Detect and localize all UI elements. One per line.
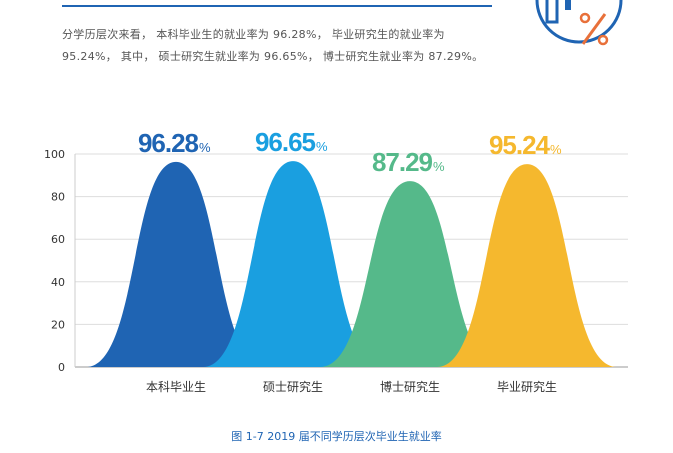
data-label-unit: % [550,142,562,157]
data-label: 96.28 [138,128,199,158]
intro-text: 分学历层次来看， 本科毕业生的就业率为 96.28%， 毕业研究生的就业率为 9… [62,24,502,68]
bell-mark-1 [86,161,266,367]
y-tick-label: 40 [51,276,65,289]
data-label-unit: % [199,140,211,155]
y-tick-label: 20 [51,318,65,331]
y-tick-label: 0 [58,361,65,374]
bell-mark-3 [320,181,500,367]
x-tick-label: 博士研究生 [380,379,440,394]
y-tick-label: 100 [44,148,65,161]
employment-rate-chart: 100 80 60 40 20 0 96.28 % 本科毕业生 96.65 % 硕士研究生 87.29… [44,127,628,394]
bell-mark-2 [203,161,383,367]
percent-icon [535,0,623,46]
top-divider [62,5,492,7]
y-tick-label: 80 [51,191,65,204]
data-label-unit: % [433,159,445,174]
x-tick-label: 毕业研究生 [497,379,557,394]
intro-line-2: 95.24%， 其中， 硕士研究生就业率为 96.65%， 博士研究生就业率为 … [62,50,484,63]
data-label: 87.29 [372,147,433,177]
bell-mark-4 [437,164,617,367]
figure-caption: 图 1-7 2019 届不同学历层次毕业生就业率 [231,430,442,443]
x-tick-label: 本科毕业生 [146,380,206,394]
data-label: 96.65 [255,127,316,157]
y-tick-label: 60 [51,233,65,246]
data-label-unit: % [316,139,328,154]
x-tick-label: 硕士研究生 [263,379,323,394]
data-label: 95.24 [489,130,551,160]
intro-line-1: 分学历层次来看， 本科毕业生的就业率为 96.28%， 毕业研究生的就业率为 [62,28,445,41]
